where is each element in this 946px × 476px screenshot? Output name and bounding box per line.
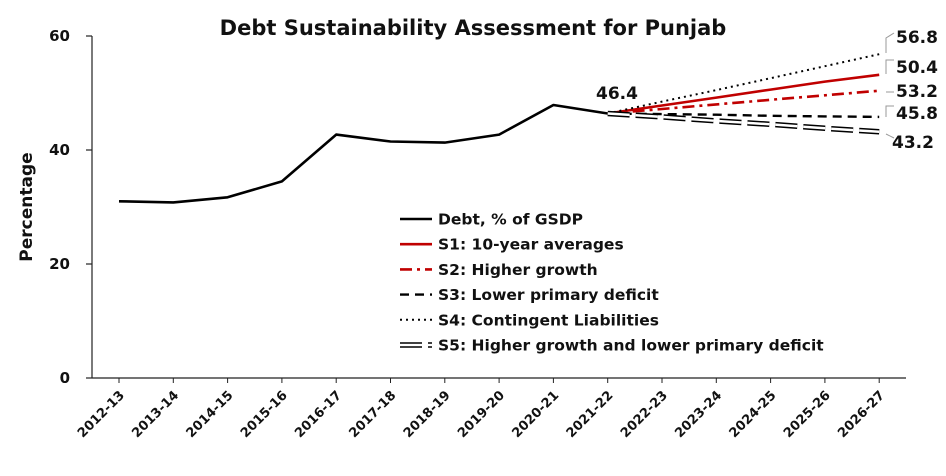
series-line-debt — [118, 103, 608, 204]
annotation-s5-value: 43.2 — [892, 133, 934, 153]
legend-label: S2: Higher growth — [438, 261, 598, 279]
annotation-2021-22-value: 46.4 — [596, 84, 638, 104]
y-tick-label: 60 — [49, 27, 70, 45]
annotation-s3-value: 45.8 — [896, 104, 938, 124]
legend-label: S4: Contingent Liabilities — [438, 311, 659, 329]
leader-s4 — [885, 32, 895, 53]
y-tick-label: 40 — [49, 141, 70, 159]
annotation-s2-value: 53.2 — [896, 82, 938, 102]
series-line-s4 — [607, 53, 880, 115]
legend-label: S1: 10-year averages — [438, 236, 624, 254]
annotation-s1-value: 50.4 — [896, 58, 938, 78]
y-axis-label: Percentage — [17, 152, 37, 261]
series-line-s5-inner — [607, 112, 880, 134]
legend-label: S5: Higher growth and lower primary defi… — [438, 337, 824, 355]
series-line-s2 — [607, 89, 880, 115]
leader-s1 — [885, 59, 894, 74]
annotation-leaders — [885, 32, 895, 139]
y-tick-label: 20 — [49, 255, 70, 273]
y-ticks: 0 20 40 60 — [49, 27, 92, 387]
annotation-s4-value: 56.8 — [896, 28, 938, 48]
leader-s5 — [885, 133, 895, 139]
series-line-s1 — [607, 73, 880, 115]
chart-title: Debt Sustainability Assessment for Punja… — [220, 16, 727, 40]
annotations: 46.4 56.8 50.4 53.2 45.8 43.2 — [596, 28, 938, 153]
y-tick-label: 0 — [60, 369, 70, 387]
series-lines — [118, 53, 880, 204]
legend: Debt, % of GSDP S1: 10-year averages S2: H… — [400, 211, 824, 355]
legend-label: S3: Lower primary deficit — [438, 286, 659, 304]
leader-s3 — [885, 105, 894, 117]
legend-label: Debt, % of GSDP — [438, 211, 583, 229]
